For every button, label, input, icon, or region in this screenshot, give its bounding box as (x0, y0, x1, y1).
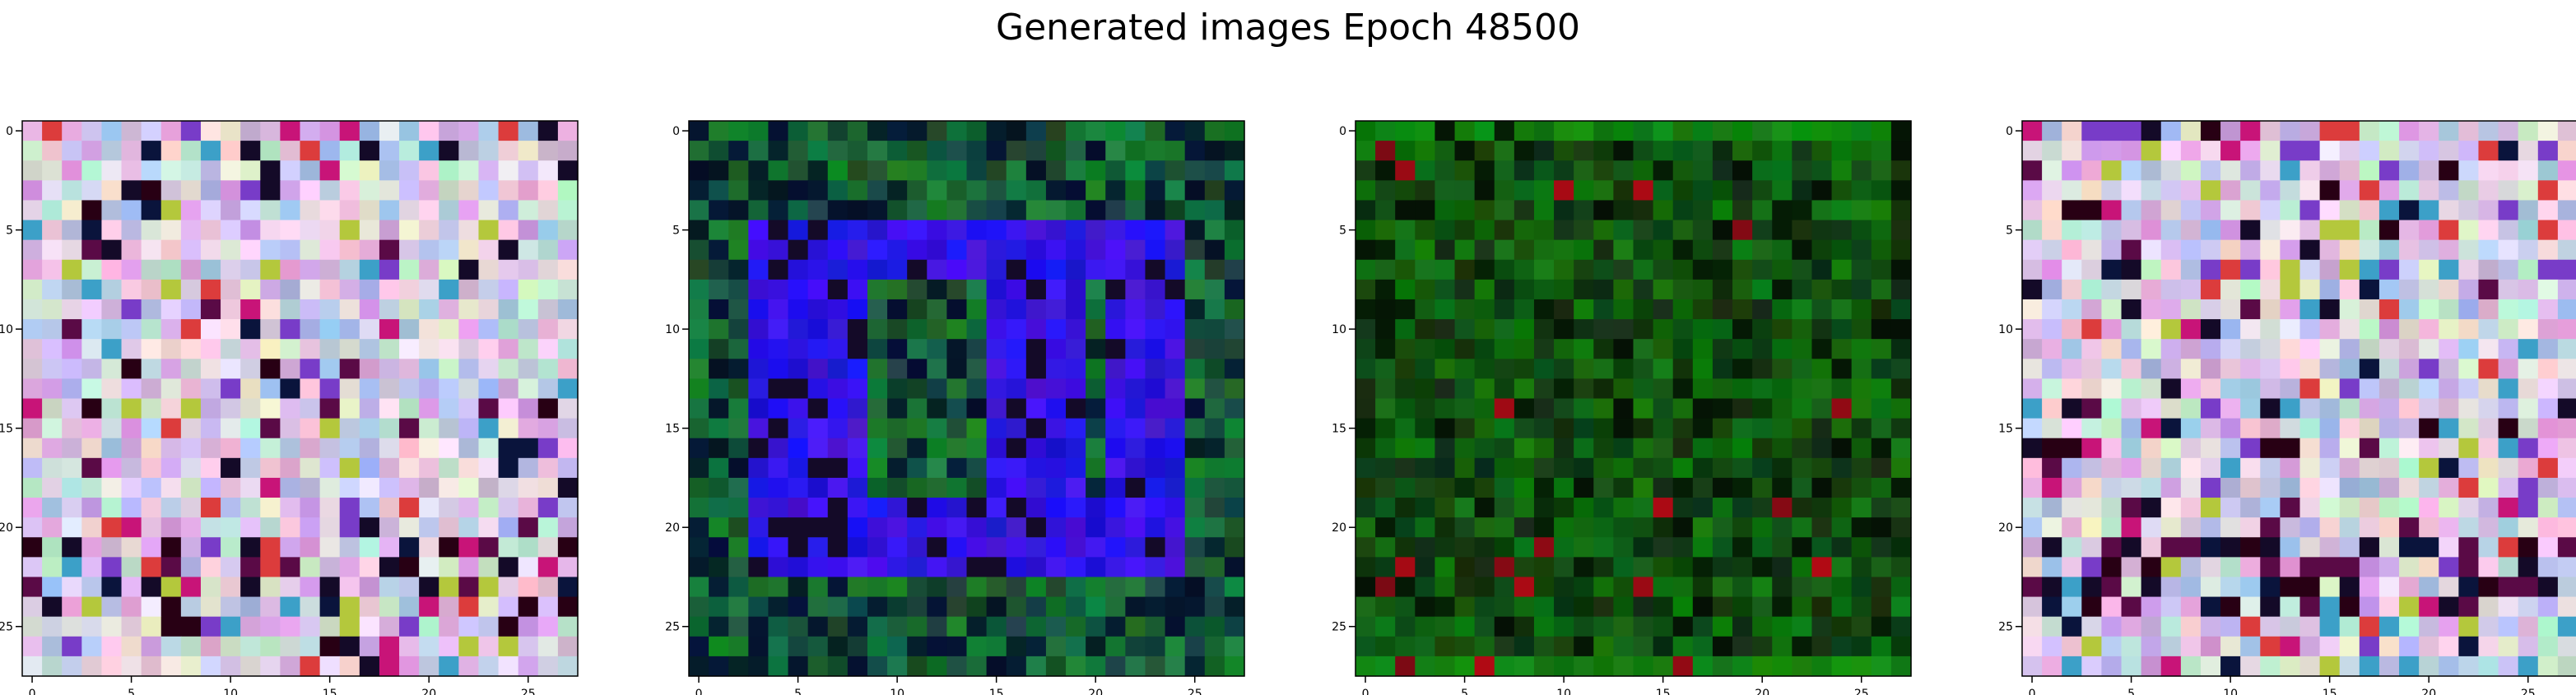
y-tick-label: 20 (0, 521, 13, 535)
image-panel-2: 0 5 10 15 20 25 0 5 10 15 20 25 (665, 120, 1245, 695)
y-tick-label: 20 (665, 521, 680, 535)
y-tick-label: 20 (1332, 521, 1346, 535)
x-tick-label: 20 (1755, 688, 1769, 695)
y-tick-label: 10 (665, 323, 680, 336)
y-tick-label: 0 (1339, 125, 1346, 138)
figure-title: Generated images Epoch 48500 (995, 7, 1581, 49)
y-tick-label: 15 (1998, 423, 2013, 436)
x-tick-label: 20 (2421, 688, 2436, 695)
y-tick-label: 20 (1998, 521, 2013, 535)
generated-image-4 (2022, 121, 2576, 677)
y-tick-label: 15 (0, 423, 13, 436)
y-tick-label: 25 (1998, 621, 2013, 634)
y-tick-label: 5 (1339, 225, 1346, 238)
image-panel-4: 0 5 10 15 20 25 0 5 10 15 20 25 (1998, 120, 2576, 695)
x-tick-label: 10 (2223, 688, 2238, 695)
y-tick-label: 25 (665, 621, 680, 634)
generated-image-2 (689, 121, 1245, 677)
x-tick-label: 15 (2323, 688, 2337, 695)
y-tick-label: 10 (1998, 323, 2013, 336)
x-tick-label: 25 (1188, 688, 1202, 695)
x-tick-label: 25 (2521, 688, 2536, 695)
y-tick-label: 10 (0, 323, 13, 336)
x-tick-label: 0 (1362, 688, 1369, 695)
axes-frame (688, 120, 1245, 677)
y-tick-label: 0 (6, 125, 13, 138)
x-tick-label: 15 (323, 688, 337, 695)
x-tick-label: 10 (223, 688, 238, 695)
generated-image-3 (1355, 121, 1912, 677)
axes-frame (2021, 120, 2576, 677)
y-tick-label: 10 (1332, 323, 1346, 336)
x-tick-label: 15 (1656, 688, 1671, 695)
y-tick-label: 0 (2006, 125, 2013, 138)
y-tick-label: 25 (0, 621, 13, 634)
axes-frame (21, 120, 579, 677)
x-tick-label: 20 (421, 688, 436, 695)
x-tick-label: 25 (1854, 688, 1869, 695)
x-tick-label: 5 (1461, 688, 1468, 695)
x-tick-label: 20 (1088, 688, 1103, 695)
y-tick-label: 5 (2006, 225, 2013, 238)
y-tick-label: 15 (665, 423, 680, 436)
image-panel-3: 0 5 10 15 20 25 0 5 10 15 20 25 (1332, 120, 1912, 695)
axes-frame (1355, 120, 1912, 677)
y-tick-label: 5 (6, 225, 13, 238)
y-tick-label: 5 (672, 225, 680, 238)
x-tick-label: 10 (890, 688, 904, 695)
x-tick-label: 10 (1556, 688, 1571, 695)
y-tick-label: 25 (1332, 621, 1346, 634)
x-tick-label: 0 (2029, 688, 2036, 695)
x-tick-label: 0 (29, 688, 36, 695)
image-panel-1: 0 5 10 15 20 25 0 5 10 15 20 25 (0, 120, 579, 695)
x-tick-label: 25 (521, 688, 536, 695)
panels-layer: 0 5 10 15 20 25 0 5 10 15 20 25 0 5 10 15 20 25 0 5 10 15 20 25… (0, 120, 2576, 695)
x-tick-label: 0 (695, 688, 703, 695)
generated-image-1 (22, 121, 579, 677)
x-tick-label: 15 (989, 688, 1004, 695)
x-tick-label: 5 (2127, 688, 2135, 695)
y-tick-label: 15 (1332, 423, 1346, 436)
x-tick-label: 5 (794, 688, 802, 695)
y-tick-label: 0 (672, 125, 680, 138)
x-tick-label: 5 (128, 688, 135, 695)
